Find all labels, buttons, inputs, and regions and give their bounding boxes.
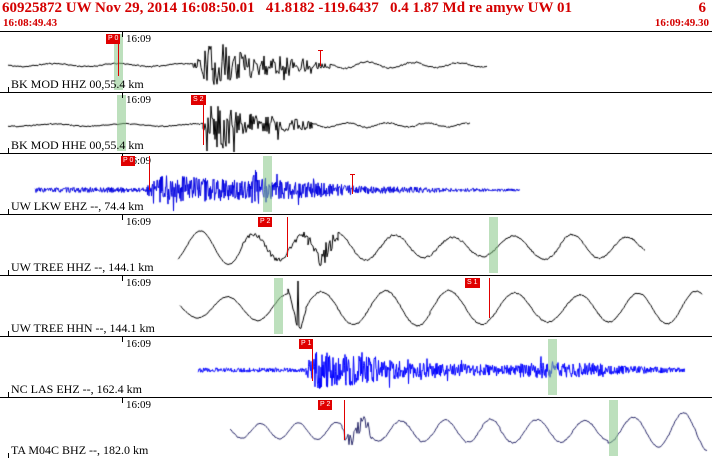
waveform-canvas[interactable] (0, 337, 712, 397)
station-tick (8, 453, 9, 458)
phase-pick-flag[interactable]: P 2 (318, 400, 333, 410)
trace-list: 16:09 BK MOD HHZ 00,55.4 km P 0 16:09 BK MOD… (0, 31, 712, 458)
trace-row: 16:09 NC LAS EHZ --, 162.4 km P 1 (0, 336, 712, 397)
station-tick (8, 392, 9, 397)
station-label: NC LAS EHZ --, 162.4 km (11, 382, 142, 396)
arrival-mark-cap (318, 50, 323, 51)
trace-row: 16:09 UW TREE HHZ --, 144.1 km P 2 (0, 214, 712, 275)
event-summary: 60925872 UW Nov 29, 2014 16:08:50.01 41.… (2, 0, 572, 16)
minute-label: 16:09 (126, 338, 152, 350)
minute-tick (122, 398, 123, 403)
station-tick (8, 209, 9, 214)
station-label: TA M04C BHZ --, 182.0 km (11, 443, 149, 457)
station-label: UW TREE HHN --, 144.1 km (11, 321, 155, 335)
minute-tick (122, 93, 123, 98)
trace-count: 6 (698, 0, 707, 16)
trace-row: 16:09 TA M04C BHZ --, 182.0 km P 2 (0, 397, 712, 458)
minute-label: 16:09 (126, 33, 152, 45)
arrival-mark (320, 50, 321, 66)
phase-pick-line (149, 156, 150, 190)
station-label: BK MOD HHE 00,55.4 km (11, 138, 144, 152)
trace-row: 16:09 UW LKW EHZ --, 74.4 km P 0 (0, 153, 712, 214)
phase-pick-line (489, 278, 490, 318)
waveform-canvas[interactable] (0, 154, 712, 214)
phase-pick-line (312, 339, 313, 381)
phase-pick-line (287, 217, 288, 257)
waveform-canvas[interactable] (0, 215, 712, 275)
minute-label: 16:09 (126, 94, 152, 106)
minute-tick (122, 337, 123, 342)
minute-label: 16:09 (126, 216, 152, 228)
station-label: UW TREE HHZ --, 144.1 km (11, 260, 154, 274)
phase-pick-flag[interactable]: P 0 (121, 156, 136, 166)
trace-row: 16:09 BK MOD HHZ 00,55.4 km P 0 (0, 31, 712, 92)
phase-pick-line (118, 34, 119, 76)
time-range-bar: 16:08:49.43 16:09:49.30 (0, 16, 712, 30)
station-tick (8, 148, 9, 153)
phase-pick-flag[interactable]: P 0 (106, 34, 121, 44)
phase-pick-flag[interactable]: S 2 (191, 95, 206, 105)
phase-pick-flag[interactable]: P 1 (299, 339, 314, 349)
window-start-time: 16:08:49.43 (3, 17, 58, 29)
trace-row: 16:09 BK MOD HHE 00,55.4 km S 2 (0, 92, 712, 153)
event-header: 60925872 UW Nov 29, 2014 16:08:50.01 41.… (0, 0, 712, 16)
station-tick (8, 87, 9, 92)
minute-tick (122, 276, 123, 281)
station-label: BK MOD HHZ 00,55.4 km (11, 77, 144, 91)
minute-tick (122, 215, 123, 220)
minute-label: 16:09 (126, 399, 152, 411)
arrival-mark (352, 174, 353, 194)
arrival-mark-cap (350, 174, 355, 175)
predicted-arrival-band (117, 95, 126, 151)
minute-label: 16:09 (126, 277, 152, 289)
phase-pick-flag[interactable]: S 1 (465, 278, 480, 288)
predicted-arrival-band (609, 400, 618, 456)
station-tick (8, 331, 9, 336)
phase-pick-line (203, 95, 204, 145)
station-label: UW LKW EHZ --, 74.4 km (11, 199, 144, 213)
phase-pick-line (344, 400, 345, 440)
predicted-arrival-band (263, 156, 272, 212)
station-tick (8, 270, 9, 275)
predicted-arrival-band (274, 278, 283, 334)
phase-pick-flag[interactable]: P 2 (258, 217, 273, 227)
waveform-canvas[interactable] (0, 398, 712, 458)
trace-row: 16:09 UW TREE HHN --, 144.1 km S 1 (0, 275, 712, 336)
predicted-arrival-band (548, 339, 557, 395)
predicted-arrival-band (489, 217, 498, 273)
minute-tick (122, 32, 123, 37)
window-end-time: 16:09:49.30 (654, 17, 709, 29)
waveform-canvas[interactable] (0, 276, 712, 336)
